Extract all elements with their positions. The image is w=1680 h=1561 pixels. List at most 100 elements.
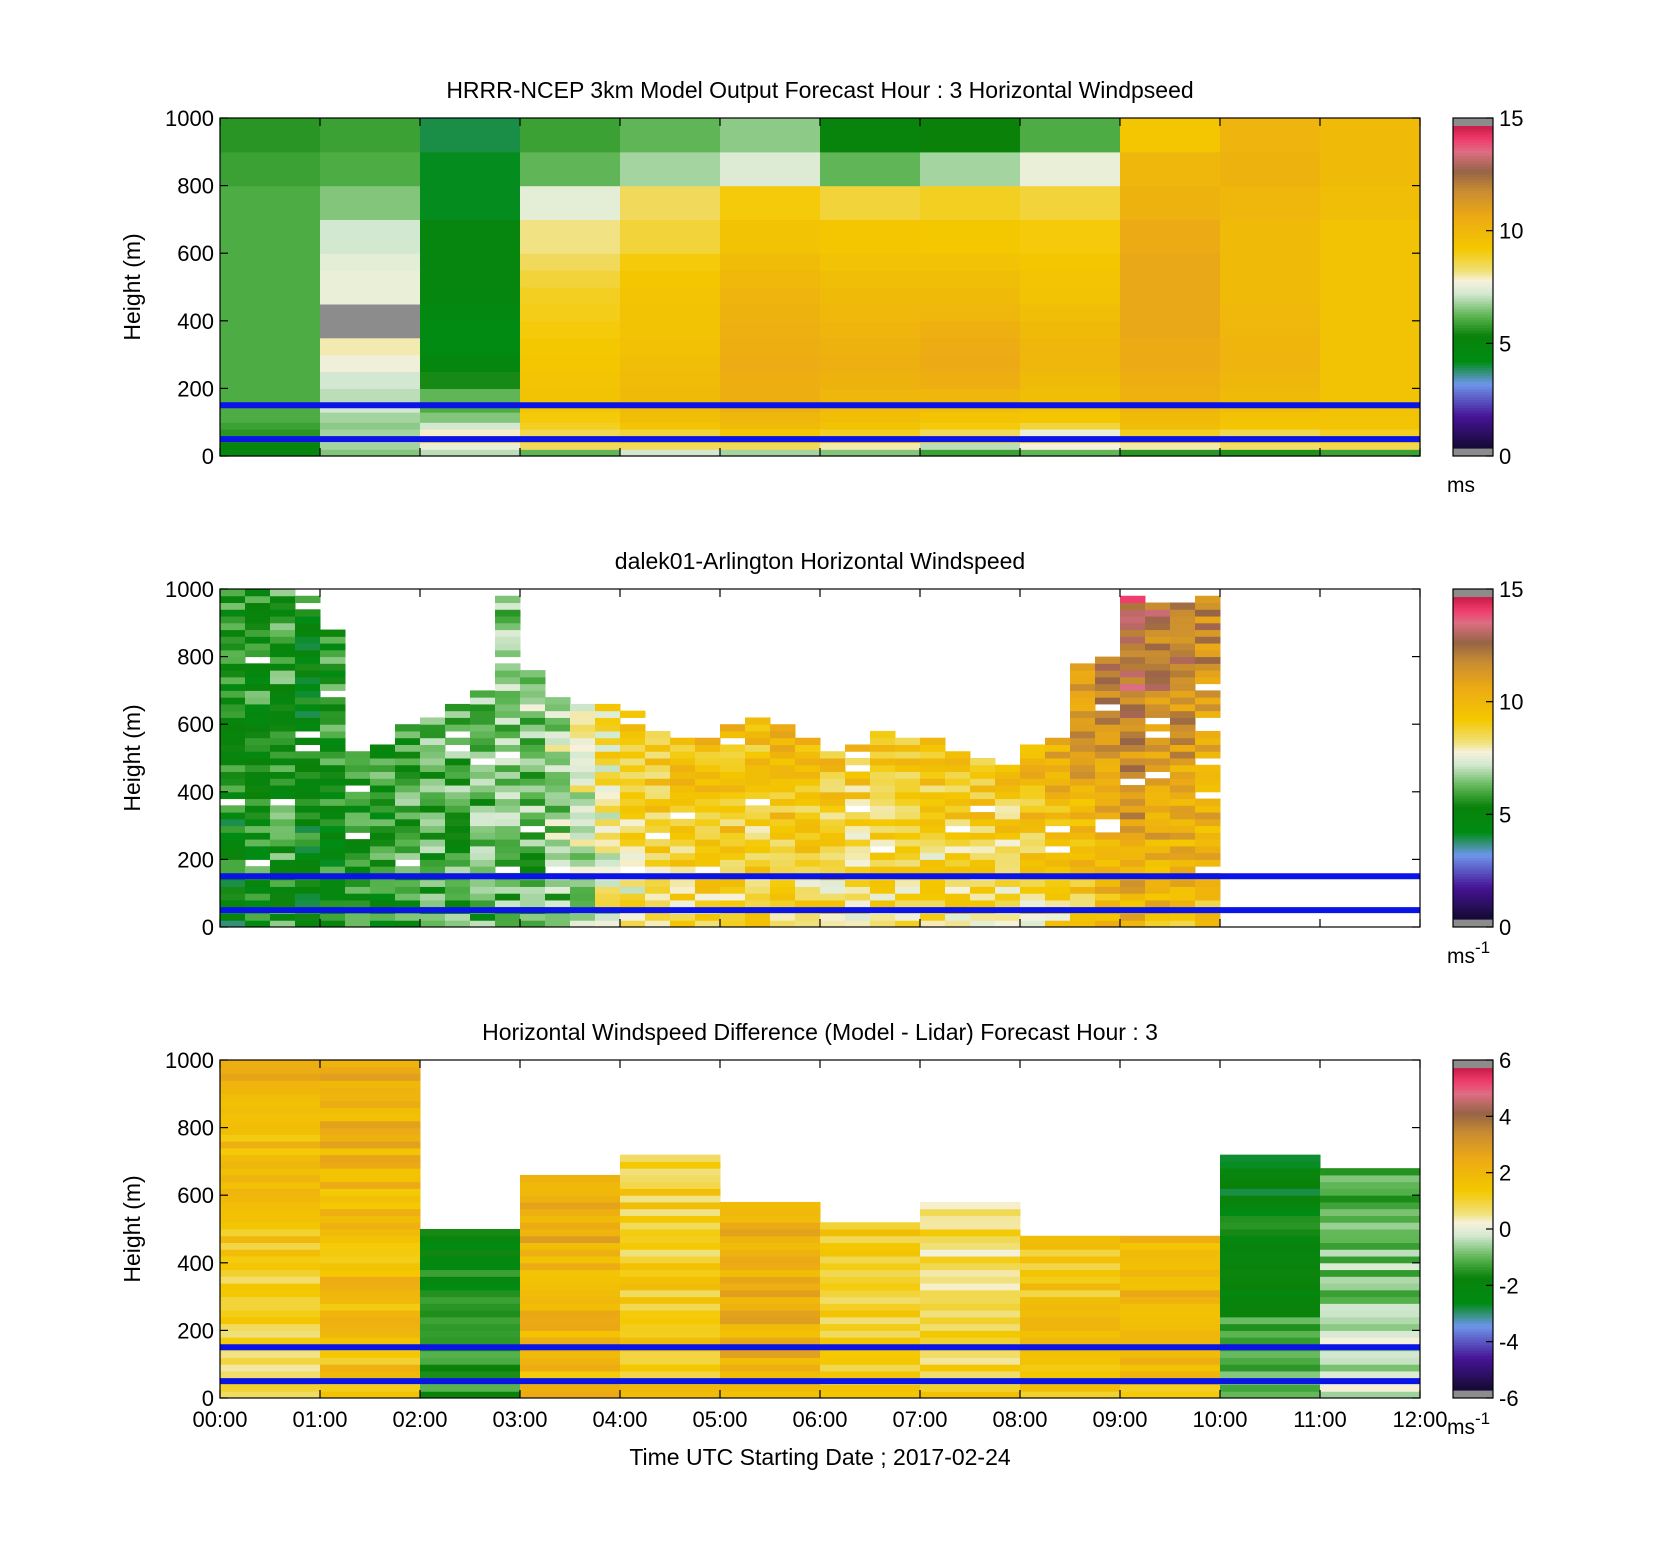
heatmap-cell <box>595 812 621 820</box>
heatmap-cell <box>220 845 246 854</box>
heatmap-cell <box>370 845 396 854</box>
heatmap-cell <box>720 253 821 271</box>
colorbar-swatch <box>1453 822 1493 826</box>
heatmap-cell <box>1095 839 1121 847</box>
heatmap-cell <box>495 744 521 752</box>
heatmap-cell <box>1120 595 1146 604</box>
heatmap-cell <box>820 354 921 373</box>
heatmap-cell <box>570 839 596 847</box>
heatmap-cell <box>670 845 696 854</box>
heatmap-cell <box>670 764 696 773</box>
colorbar-swatch <box>1453 1121 1493 1125</box>
heatmap-cell <box>420 1249 521 1257</box>
heatmap-cell <box>220 371 321 389</box>
colorbar-swatch <box>1453 669 1493 673</box>
heatmap-cell <box>670 899 696 908</box>
heatmap-cell <box>420 825 446 833</box>
colorbar-swatch <box>1453 1148 1493 1152</box>
heatmap-cell <box>1170 791 1196 800</box>
heatmap-cell <box>1120 303 1221 322</box>
heatmap-cell <box>820 388 921 403</box>
heatmap-cell <box>220 1181 321 1189</box>
heatmap-cell <box>1095 744 1121 752</box>
colorbar-swatch <box>1453 656 1493 660</box>
heatmap-cell <box>770 791 796 800</box>
heatmap-cell <box>320 1316 421 1325</box>
heatmap-cell <box>1195 690 1221 698</box>
heatmap-cell <box>1120 825 1146 833</box>
heatmap-cell <box>220 1141 321 1149</box>
colorbar-swatch <box>1453 407 1493 412</box>
heatmap-cell <box>395 764 421 773</box>
heatmap-cell <box>1045 764 1071 773</box>
heatmap-cell <box>295 629 321 637</box>
heatmap-cell <box>845 899 871 908</box>
heatmap-cell <box>1020 253 1121 271</box>
heatmap-cell <box>645 899 671 908</box>
heatmap-cell <box>220 724 246 732</box>
heatmap-cell <box>745 737 771 745</box>
colorbar-swatch <box>1453 356 1493 361</box>
heatmap-cell <box>520 751 546 759</box>
x-axis-label: Time UTC Starting Date ; 2017-02-24 <box>629 1444 1011 1470</box>
heatmap-cell <box>820 1283 921 1291</box>
colorbar-tick-label: 4 <box>1499 1104 1511 1129</box>
heatmap-cell <box>220 1384 321 1392</box>
heatmap-cell <box>920 879 946 887</box>
heatmap-cell <box>245 595 271 604</box>
heatmap-cell <box>1170 616 1196 624</box>
heatmap-cell <box>920 303 1021 322</box>
heatmap-cell <box>1170 622 1196 631</box>
heatmap-cell <box>920 1249 1021 1257</box>
heatmap-cell <box>1045 866 1071 874</box>
heatmap-cell <box>920 893 946 901</box>
colorbar-swatch <box>1453 1164 1493 1168</box>
heatmap-cell <box>1070 791 1096 800</box>
heatmap-cell <box>245 886 271 894</box>
heatmap-cell <box>395 805 421 813</box>
heatmap-cell <box>220 758 246 766</box>
x-tick-label: 06:00 <box>792 1407 847 1432</box>
heatmap-cell <box>1220 1168 1321 1176</box>
heatmap-cell <box>620 886 646 894</box>
heatmap-cell <box>220 1229 321 1237</box>
heatmap-cell <box>945 818 971 827</box>
heatmap-cell <box>320 791 346 800</box>
heatmap-cell <box>520 1188 621 1196</box>
heatmap-cell <box>770 832 796 840</box>
heatmap-cell <box>1095 676 1121 685</box>
heatmap-cell <box>820 253 921 271</box>
heatmap-cell <box>1170 683 1196 691</box>
heatmap-cell <box>420 1337 521 1345</box>
heatmap-cell <box>320 670 346 678</box>
heatmap-cell <box>595 859 621 867</box>
heatmap-cell <box>1020 859 1046 867</box>
heatmap-cell <box>945 899 971 908</box>
heatmap-cell <box>620 1310 721 1318</box>
heatmap-cell <box>245 737 271 745</box>
heatmap-cell <box>745 893 771 901</box>
heatmap-cell <box>220 683 246 691</box>
colorbar-swatch <box>1453 394 1493 398</box>
heatmap-cell <box>720 303 821 322</box>
heatmap-cell <box>920 812 946 820</box>
heatmap-cell <box>920 185 1021 220</box>
heatmap-cell <box>795 791 821 800</box>
heatmap-cell <box>820 337 921 356</box>
heatmap-cell <box>645 771 671 779</box>
colorbar-swatch <box>1453 894 1493 899</box>
x-tick-label: 12:00 <box>1392 1407 1447 1432</box>
heatmap-cell <box>420 778 446 786</box>
colorbar-swatch <box>1453 260 1493 264</box>
heatmap-cell <box>1095 751 1121 759</box>
heatmap-cell <box>520 670 546 678</box>
colorbar-swatch <box>1453 881 1493 885</box>
heatmap-cell <box>245 832 271 840</box>
heatmap-cell <box>670 798 696 806</box>
heatmap-cell <box>895 751 921 759</box>
colorbar-swatch <box>1453 1196 1493 1201</box>
heatmap-cell <box>1095 697 1121 705</box>
heatmap-cell <box>720 1222 821 1230</box>
heatmap-cell <box>820 818 846 827</box>
colorbar-swatch <box>1453 849 1493 853</box>
